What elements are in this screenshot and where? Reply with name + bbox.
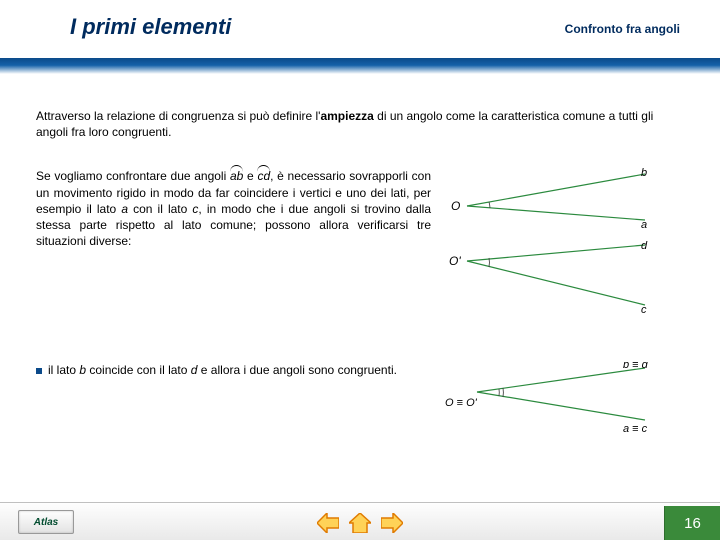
angle-diagrams-top: O b a O' d c	[445, 168, 655, 320]
text: Se vogliamo confrontare due angoli	[36, 169, 230, 183]
page-title: I primi elementi	[70, 14, 231, 40]
italic-a: a	[121, 202, 128, 216]
angle-diagram-congruent: O ≡ O' b ≡ d a ≡ c	[445, 362, 655, 439]
bullet-square-icon	[36, 368, 42, 374]
text: con il lato	[128, 202, 192, 216]
angle-diagram-ab: O b a	[445, 168, 655, 236]
nav-arrows	[316, 512, 404, 534]
arc-cd: cd	[257, 168, 270, 184]
paragraph-intro: Attraverso la relazione di congruenza si…	[36, 108, 684, 140]
header-bar	[0, 58, 720, 74]
text: coincide con il lato	[86, 363, 191, 377]
arc-ab: ab	[230, 168, 243, 184]
page-subtitle: Confronto fra angoli	[565, 22, 680, 36]
nav-prev-button[interactable]	[316, 512, 340, 534]
label-b: b	[641, 168, 647, 179]
page-number: 16	[664, 506, 720, 540]
text: il lato	[48, 363, 79, 377]
angle-diagram-cd: O' d c	[445, 241, 655, 315]
label-OO: O ≡ O'	[445, 397, 478, 409]
nav-next-button[interactable]	[380, 512, 404, 534]
label-Oprime: O'	[449, 254, 461, 268]
paragraph-comparison: Se vogliamo confrontare due angoli ab e …	[36, 168, 431, 249]
logo-atlas: Atlas	[18, 510, 74, 534]
label-c: c	[641, 304, 647, 315]
label-ac: a ≡ c	[623, 423, 648, 434]
label-O: O	[451, 199, 460, 213]
home-icon	[349, 513, 371, 533]
label-a: a	[641, 219, 647, 231]
content-area: Attraverso la relazione di congruenza si…	[36, 90, 684, 439]
text: e allora i due angoli sono congruenti.	[197, 363, 396, 377]
footer: Atlas 16	[0, 502, 720, 540]
text: e	[243, 169, 257, 183]
header: I primi elementi Confronto fra angoli	[0, 0, 720, 58]
row-bullet: il lato b coincide con il lato d e allor…	[36, 362, 684, 439]
emphasis-ampiezza: ampiezza	[320, 109, 373, 123]
arrow-left-icon	[317, 513, 339, 533]
arrow-right-icon	[381, 513, 403, 533]
row-comparison: Se vogliamo confrontare due angoli ab e …	[36, 168, 684, 320]
label-bd: b ≡ d	[623, 362, 649, 371]
bullet-congruent: il lato b coincide con il lato d e allor…	[36, 362, 431, 378]
text: Attraverso la relazione di congruenza si…	[36, 109, 320, 123]
nav-home-button[interactable]	[348, 512, 372, 534]
label-d: d	[641, 241, 648, 252]
